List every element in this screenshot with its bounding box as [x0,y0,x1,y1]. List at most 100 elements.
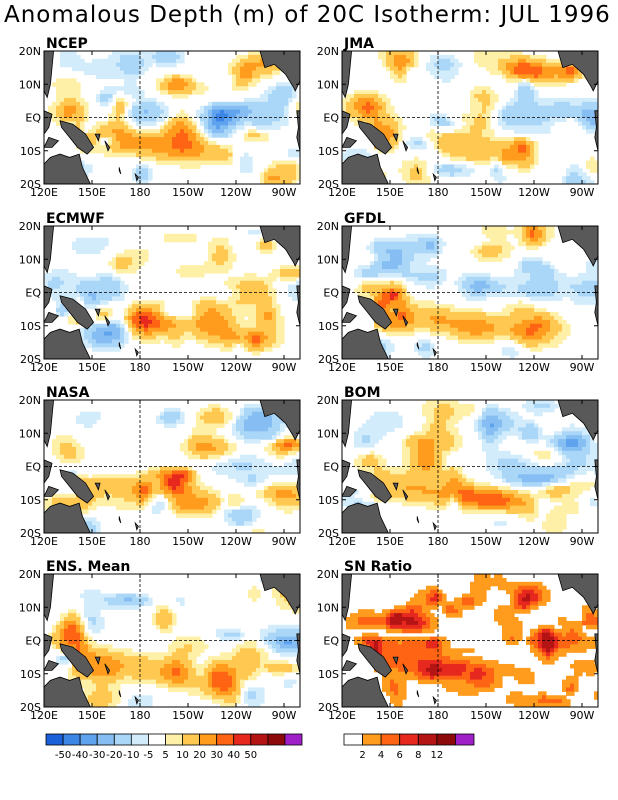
lon-tick-label: 120W [518,709,550,722]
lat-tick-label: 10S [318,320,339,333]
lat-tick-label: 10S [318,145,339,158]
lon-tick-label: 120W [220,709,252,722]
colorbar-swatch [267,733,286,746]
land-mask [342,574,598,707]
colorbar-label: 50 [244,750,257,761]
lat-tick-label: 10N [317,601,339,614]
lon-tick-label: 180 [428,535,449,548]
lon-tick-label: 180 [428,709,449,722]
lat-tick-label: 20S [318,353,339,366]
lon-tick-label: 120E [328,709,356,722]
colorbar-swatch [233,733,252,746]
lon-tick-label: 150E [376,709,404,722]
lat-tick-label: 20S [20,178,41,191]
field-cells [342,51,598,184]
lat-tick-label: EQ [25,461,41,474]
panel-ens-mean: 120E 150E 180 150W 120W 90W 20N 10N EQ 10S 20S ENS.… [19,559,301,722]
lon-tick-label: 120W [518,361,550,374]
field-cells [44,51,300,184]
lon-tick-label: 150E [376,361,404,374]
colorbar-swatch [362,733,382,746]
colorbar-swatch [380,733,401,746]
colorbar-label: 4 [378,750,384,761]
colorbar-swatch [113,733,132,746]
lon-tick-label: 120E [30,186,58,199]
field-cells [342,226,598,359]
lat-tick-label: 20S [318,527,339,540]
lon-tick-label: 90W [272,535,297,548]
anomaly-colorbar: -50 -40 -30 -20 -10 -5 5 10 20 30 40 50 [45,733,303,761]
lat-tick-label: 10S [20,668,41,681]
colorbar-swatch [284,733,303,746]
panel-sn-ratio: 120E 150E 180 150W 120W 90W 20N 10N EQ 10S 20S SN R… [317,559,599,722]
snr-colorbar: 2 4 6 8 12 [343,733,475,761]
lat-tick-label: 10N [317,78,339,91]
land-mask [44,51,300,184]
colorbar-label: -50 [55,750,71,761]
colorbar-swatch [96,733,115,746]
lon-tick-label: 120W [220,361,252,374]
lat-tick-label: EQ [323,287,339,300]
panel-title: BOM [344,385,381,401]
lon-tick-label: 150E [78,186,106,199]
colorbar-label: -20 [106,750,122,761]
lon-tick-label: 150E [78,535,106,548]
land-mask [44,226,300,359]
colorbar-label: 8 [415,750,421,761]
land-mask [342,400,598,533]
colorbar-swatch [165,733,184,746]
lat-tick-label: EQ [323,635,339,648]
colorbar-swatch [147,733,166,746]
lat-tick-label: 10S [20,145,41,158]
lon-tick-label: 90W [570,535,595,548]
lon-tick-label: 150W [470,186,502,199]
lat-tick-label: 20N [19,220,41,233]
colorbar-label: -10 [123,750,139,761]
lat-tick-label: 10S [318,668,339,681]
lon-tick-label: 120E [328,186,356,199]
lon-tick-label: 150W [172,709,204,722]
colorbar-label: -5 [143,750,153,761]
colorbar-swatch [130,733,149,746]
land-mask [44,574,300,707]
colorbar-swatch [62,733,81,746]
colorbar-swatch [454,733,475,746]
colorbar-label: 30 [210,750,223,761]
colorbar-swatch [417,733,438,746]
lat-tick-label: 20N [317,568,339,581]
lat-tick-label: 20S [20,353,41,366]
colorbar-swatch [436,733,456,746]
lon-tick-label: 150W [172,186,204,199]
main-title: Anomalous Depth (m) of 20C Isotherm: JUL… [4,2,611,28]
land-mask [342,226,598,359]
lat-tick-label: 20S [318,178,339,191]
lon-tick-label: 150E [78,361,106,374]
colorbar-label: 2 [359,750,365,761]
lat-tick-label: 20S [20,527,41,540]
colorbar-label: 6 [397,750,403,761]
colorbar-swatch [399,733,419,746]
lon-tick-label: 120W [220,535,252,548]
field-cells [44,226,300,359]
lon-tick-label: 120E [30,709,58,722]
lat-tick-label: EQ [25,287,41,300]
lon-tick-label: 150E [376,186,404,199]
lon-tick-label: 120W [220,186,252,199]
colorbar-swatch [250,733,269,746]
panel-jma: 120E 150E 180 150W 120W 90W 20N 10N EQ 10S 20S JMA [317,36,599,199]
lat-tick-label: EQ [323,112,339,125]
lat-tick-label: 10S [20,494,41,507]
lon-tick-label: 90W [570,361,595,374]
colorbar-label: 10 [176,750,189,761]
lat-tick-label: 20N [317,45,339,58]
lon-tick-label: 150W [172,361,204,374]
land-mask [44,400,300,533]
lon-tick-label: 90W [272,186,297,199]
panel-title: SN Ratio [344,559,412,575]
lon-tick-label: 150W [172,535,204,548]
lat-tick-label: 10S [318,494,339,507]
colorbar-swatch [343,733,364,746]
panel-title: ECMWF [46,211,105,227]
lon-tick-label: 90W [570,186,595,199]
